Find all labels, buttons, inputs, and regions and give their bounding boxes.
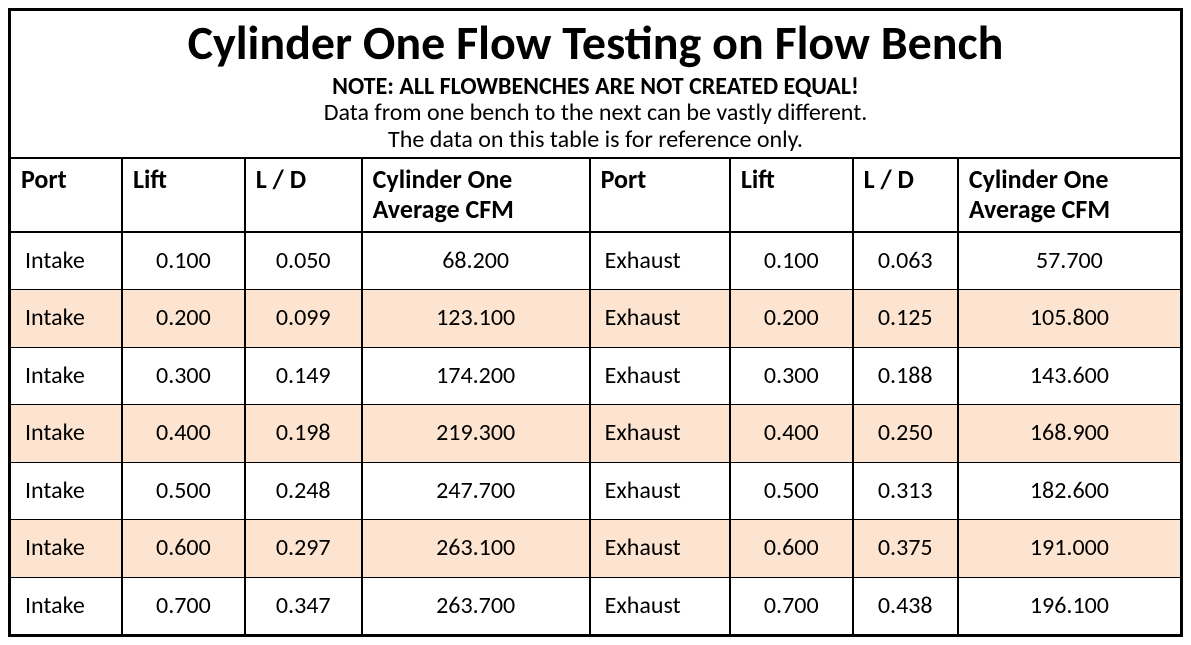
cell-lift_a: 0.100 bbox=[122, 232, 245, 290]
cell-cfm_b: 196.100 bbox=[958, 577, 1180, 634]
cell-lift_b: 0.400 bbox=[730, 405, 853, 462]
cell-port_b: Exhaust bbox=[590, 520, 730, 577]
cell-port_a: Intake bbox=[11, 290, 122, 347]
note-line-1: Data from one bench to the next can be v… bbox=[21, 100, 1170, 126]
cell-ld_a: 0.050 bbox=[245, 232, 362, 290]
cell-lift_b: 0.700 bbox=[730, 577, 853, 634]
cell-port_a: Intake bbox=[11, 347, 122, 404]
cell-lift_b: 0.200 bbox=[730, 290, 853, 347]
cell-ld_b: 0.063 bbox=[853, 232, 958, 290]
page: Cylinder One Flow Testing on Flow Bench … bbox=[0, 0, 1191, 645]
cell-port_a: Intake bbox=[11, 232, 122, 290]
cell-port_b: Exhaust bbox=[590, 405, 730, 462]
table-row: Intake0.2000.099123.100Exhaust0.2000.125… bbox=[11, 290, 1180, 347]
col-lift-b: Lift bbox=[730, 158, 853, 232]
table-row: Intake0.7000.347263.700Exhaust0.7000.438… bbox=[11, 577, 1180, 634]
cell-port_b: Exhaust bbox=[590, 290, 730, 347]
cell-port_b: Exhaust bbox=[590, 462, 730, 519]
cell-cfm_b: 105.800 bbox=[958, 290, 1180, 347]
cell-cfm_b: 182.600 bbox=[958, 462, 1180, 519]
cell-cfm_a: 174.200 bbox=[362, 347, 590, 404]
col-cfm-b: Cylinder One Average CFM bbox=[958, 158, 1180, 232]
page-title: Cylinder One Flow Testing on Flow Bench bbox=[21, 17, 1170, 70]
cell-ld_a: 0.149 bbox=[245, 347, 362, 404]
cell-lift_b: 0.500 bbox=[730, 462, 853, 519]
col-lift-a: Lift bbox=[122, 158, 245, 232]
table-header-row: Port Lift L / D Cylinder One Average CFM… bbox=[11, 158, 1180, 232]
cell-lift_b: 0.600 bbox=[730, 520, 853, 577]
cell-port_b: Exhaust bbox=[590, 347, 730, 404]
cell-lift_a: 0.700 bbox=[122, 577, 245, 634]
cell-ld_a: 0.347 bbox=[245, 577, 362, 634]
col-port-a: Port bbox=[11, 158, 122, 232]
cell-cfm_a: 123.100 bbox=[362, 290, 590, 347]
table-body: Intake0.1000.05068.200Exhaust0.1000.0635… bbox=[11, 232, 1180, 634]
cell-lift_a: 0.200 bbox=[122, 290, 245, 347]
table-row: Intake0.6000.297263.100Exhaust0.6000.375… bbox=[11, 520, 1180, 577]
col-ld-b: L / D bbox=[853, 158, 958, 232]
cell-cfm_a: 68.200 bbox=[362, 232, 590, 290]
cell-cfm_a: 263.100 bbox=[362, 520, 590, 577]
cell-lift_a: 0.300 bbox=[122, 347, 245, 404]
table-row: Intake0.4000.198219.300Exhaust0.4000.250… bbox=[11, 405, 1180, 462]
cell-cfm_a: 247.700 bbox=[362, 462, 590, 519]
cell-ld_b: 0.188 bbox=[853, 347, 958, 404]
cell-port_a: Intake bbox=[11, 462, 122, 519]
cell-ld_a: 0.248 bbox=[245, 462, 362, 519]
cell-cfm_a: 219.300 bbox=[362, 405, 590, 462]
cell-ld_b: 0.250 bbox=[853, 405, 958, 462]
cell-ld_a: 0.198 bbox=[245, 405, 362, 462]
note-bold: NOTE: ALL FLOWBENCHES ARE NOT CREATED EQ… bbox=[21, 74, 1170, 100]
cell-cfm_a: 263.700 bbox=[362, 577, 590, 634]
cell-lift_a: 0.400 bbox=[122, 405, 245, 462]
col-ld-a: L / D bbox=[245, 158, 362, 232]
cell-port_a: Intake bbox=[11, 520, 122, 577]
cell-cfm_b: 168.900 bbox=[958, 405, 1180, 462]
cell-port_b: Exhaust bbox=[590, 232, 730, 290]
cell-cfm_b: 191.000 bbox=[958, 520, 1180, 577]
cell-lift_b: 0.300 bbox=[730, 347, 853, 404]
cell-lift_a: 0.500 bbox=[122, 462, 245, 519]
table-row: Intake0.3000.149174.200Exhaust0.3000.188… bbox=[11, 347, 1180, 404]
cell-ld_b: 0.125 bbox=[853, 290, 958, 347]
cell-cfm_b: 143.600 bbox=[958, 347, 1180, 404]
cell-port_b: Exhaust bbox=[590, 577, 730, 634]
cell-lift_b: 0.100 bbox=[730, 232, 853, 290]
table-frame: Cylinder One Flow Testing on Flow Bench … bbox=[8, 8, 1183, 637]
col-cfm-a: Cylinder One Average CFM bbox=[362, 158, 590, 232]
flow-table: Port Lift L / D Cylinder One Average CFM… bbox=[11, 157, 1180, 634]
cell-ld_b: 0.313 bbox=[853, 462, 958, 519]
cell-cfm_b: 57.700 bbox=[958, 232, 1180, 290]
cell-ld_a: 0.297 bbox=[245, 520, 362, 577]
cell-lift_a: 0.600 bbox=[122, 520, 245, 577]
header-block: Cylinder One Flow Testing on Flow Bench … bbox=[11, 11, 1180, 157]
note-line-2: The data on this table is for reference … bbox=[21, 127, 1170, 153]
cell-port_a: Intake bbox=[11, 405, 122, 462]
cell-ld_a: 0.099 bbox=[245, 290, 362, 347]
cell-ld_b: 0.438 bbox=[853, 577, 958, 634]
cell-ld_b: 0.375 bbox=[853, 520, 958, 577]
table-row: Intake0.1000.05068.200Exhaust0.1000.0635… bbox=[11, 232, 1180, 290]
cell-port_a: Intake bbox=[11, 577, 122, 634]
table-row: Intake0.5000.248247.700Exhaust0.5000.313… bbox=[11, 462, 1180, 519]
col-port-b: Port bbox=[590, 158, 730, 232]
